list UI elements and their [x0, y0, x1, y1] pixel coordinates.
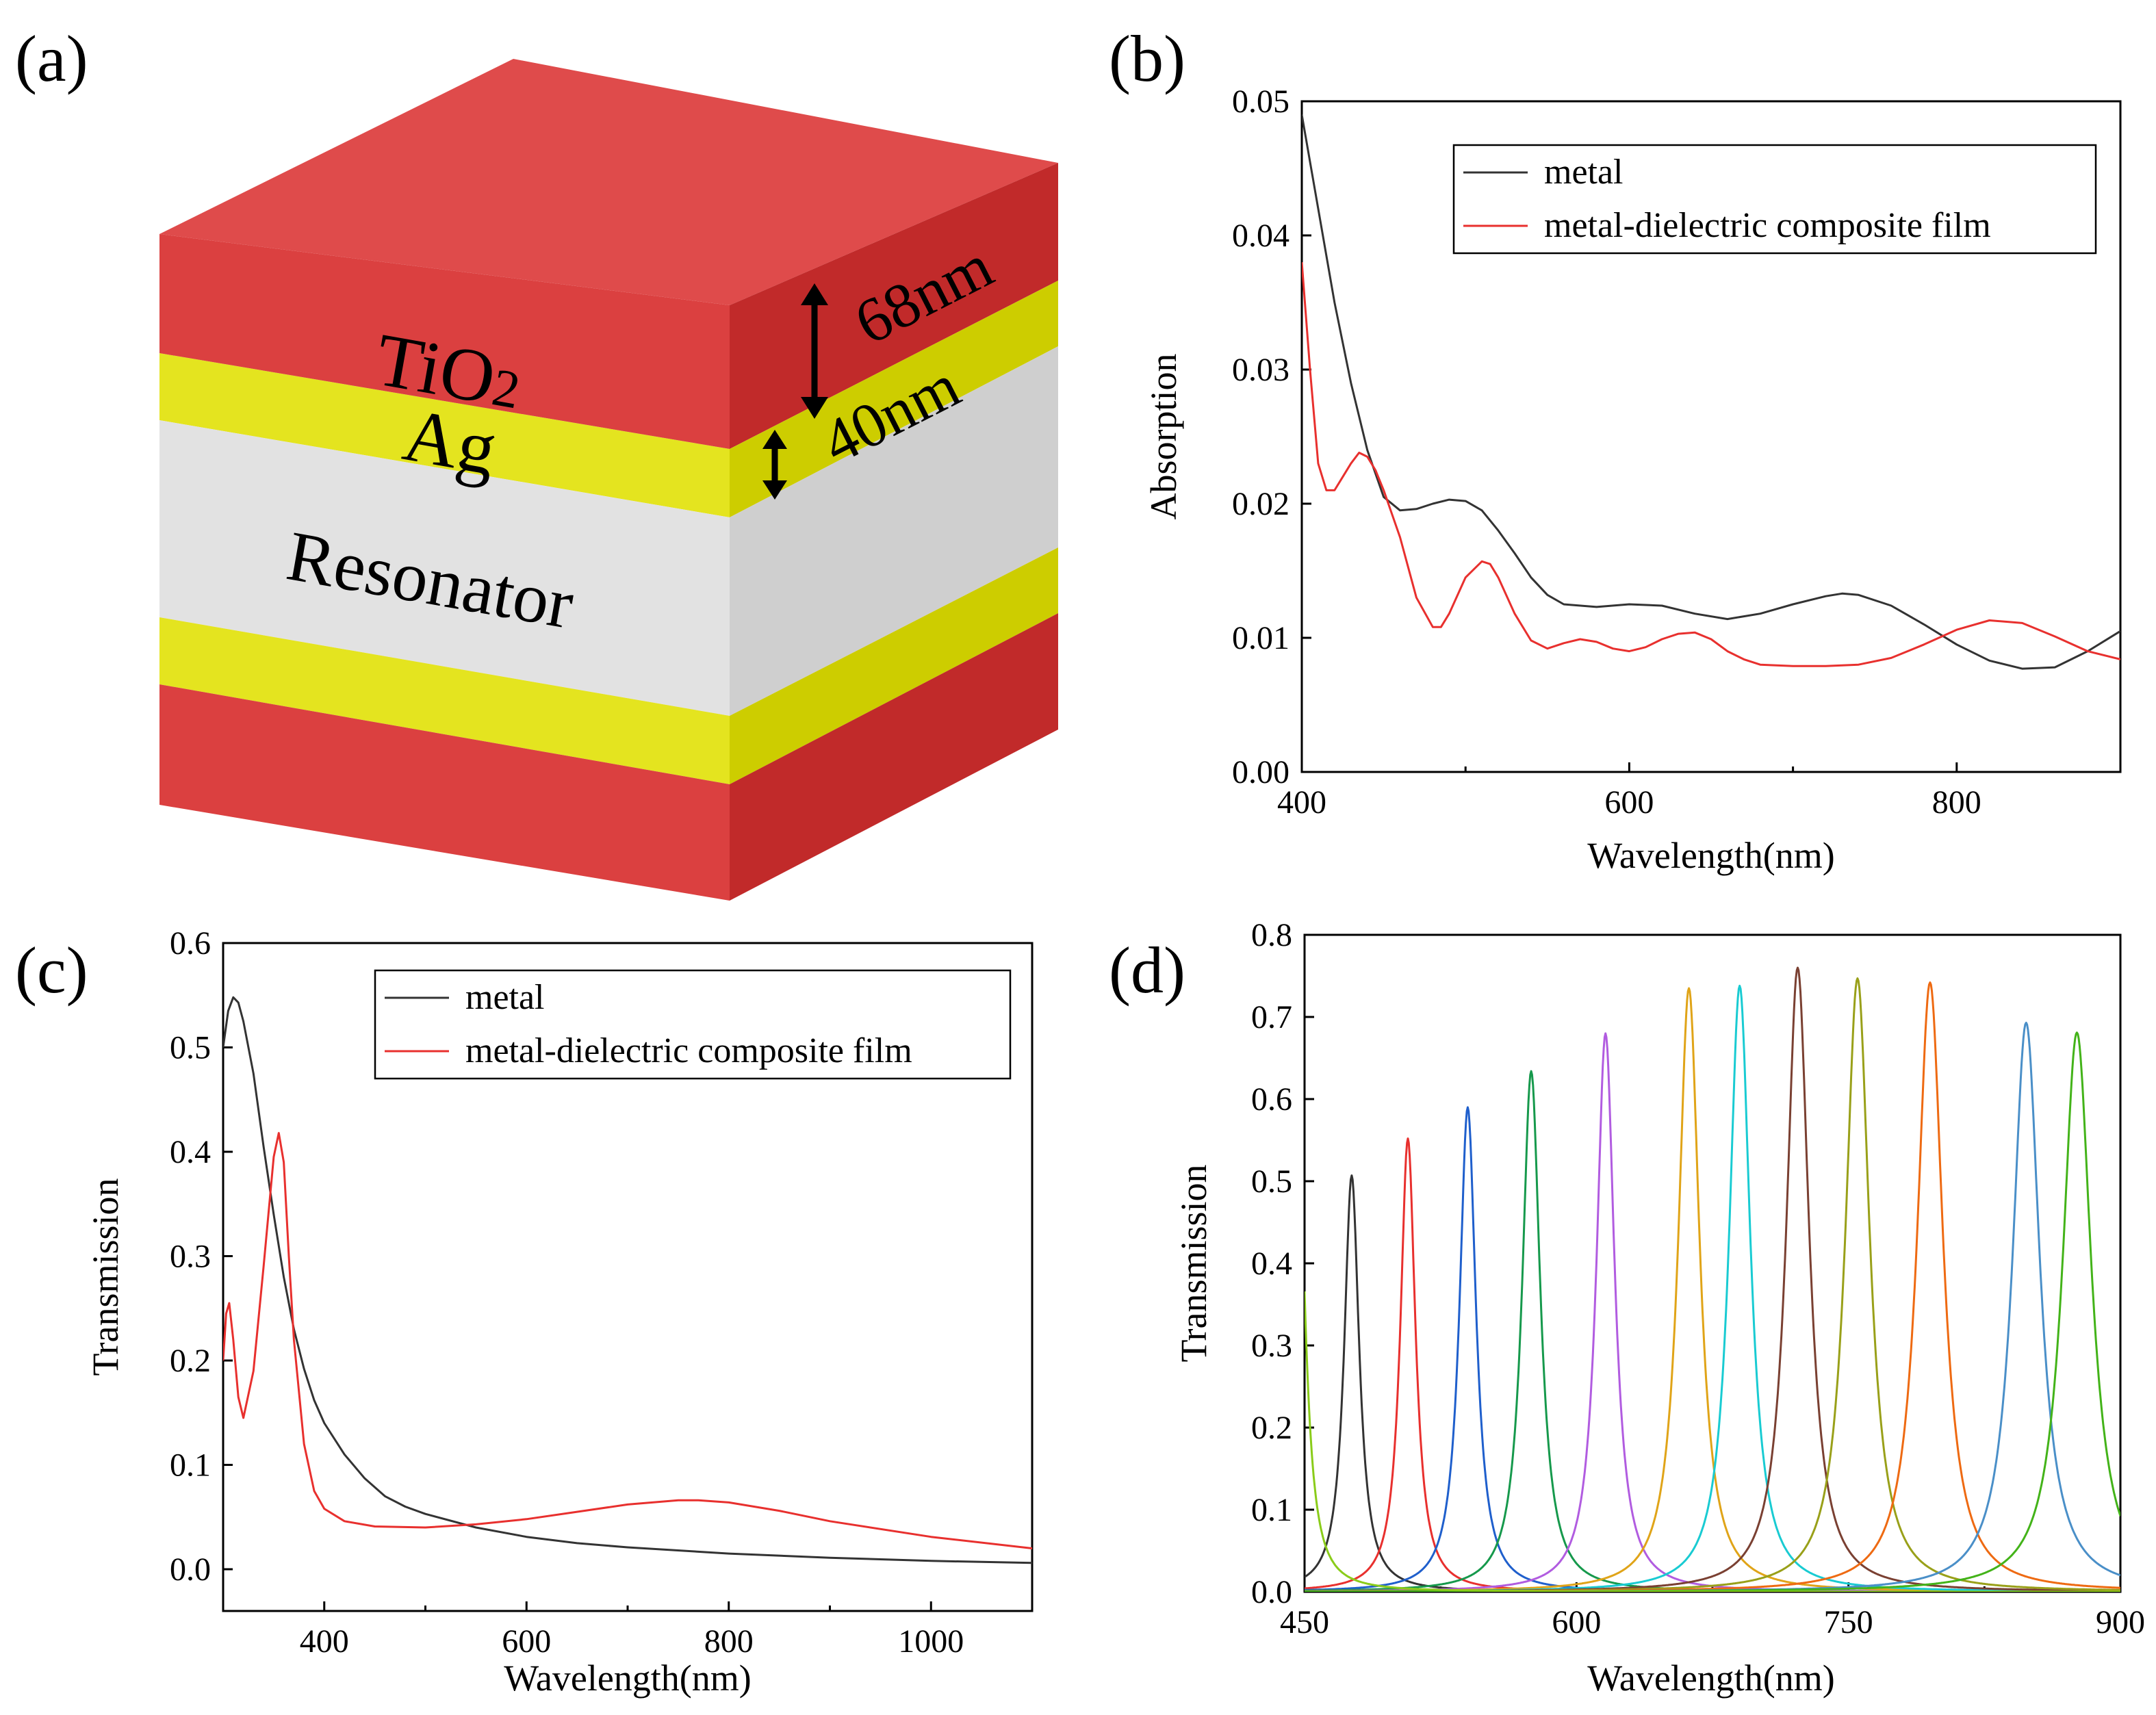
series-line-peak-1: [1305, 1174, 2120, 1592]
y-tick-label: 0.03: [1232, 352, 1289, 388]
series-line-peak-3: [1305, 1106, 2120, 1592]
cube-side-tio2-bottom: [730, 613, 1058, 901]
panel-d-label: (d): [1109, 933, 1185, 1007]
b-legend-label-composite: metal-dielectric composite film: [1544, 206, 1991, 245]
d-ticks: 450 600 750 900 0.0 0.1 0.2 0.3 0.4 0.5 0.6 0.7 0.8: [1251, 917, 2145, 1640]
y-tick-label: 0.0: [170, 1551, 211, 1588]
b-legend-label-metal: metal: [1544, 153, 1624, 192]
cube-front-ag-top: [159, 353, 730, 517]
y-tick-label: 0.2: [1251, 1410, 1292, 1446]
series-line-peak-13: [1305, 1291, 2120, 1592]
x-tick-label: 900: [2096, 1604, 2145, 1640]
panel-b-label: (b): [1109, 22, 1185, 95]
x-tick-label: 450: [1280, 1604, 1329, 1640]
y-tick-label: 0.7: [1251, 999, 1292, 1035]
x-tick-label: 400: [1277, 784, 1326, 821]
series-line-metal: [223, 996, 1032, 1564]
c-ticks: 400 600 800 1000 0.0 0.1 0.2 0.3 0.4 0.5 0.6: [170, 925, 964, 1660]
c-legend-box: [374, 969, 1012, 1080]
cube-side-ag-top: [730, 281, 1058, 517]
cube-front-tio2-upper: [159, 234, 730, 449]
tio2-label: TiO2: [370, 317, 528, 424]
cube-front-tio2-bottom: [159, 684, 730, 901]
series-line-peak-2: [1305, 1137, 2120, 1592]
d-series-group: [1305, 966, 2120, 1592]
y-tick-label: 0.4: [170, 1134, 211, 1170]
x-tick-label: 800: [704, 1623, 754, 1660]
y-tick-label: 0.02: [1232, 486, 1289, 522]
y-tick-label: 0.2: [170, 1343, 211, 1379]
b-y-axis-title: Absorption: [1143, 354, 1184, 520]
c-x-axis-title: Wavelength(nm): [504, 1658, 752, 1699]
x-tick-label: 800: [1932, 784, 1981, 821]
b-legend: metal metal-dielectric composite film: [1452, 144, 2097, 255]
panel-c-transmission-chart: (c) 400 600 800 1000 0.0 0.1 0.2 0.3 0.4 0.5 0.6 W…: [15, 925, 1034, 1699]
y-tick-label: 0.5: [170, 1030, 211, 1066]
cube-front-ag-bottom: [159, 617, 730, 784]
y-tick-label: 0.8: [1251, 917, 1292, 953]
b-ticks: 400 600 800 0.00 0.01 0.02 0.03 0.04 0.05: [1232, 83, 1981, 821]
series-line-metal: [1302, 114, 2120, 670]
ag-label: Ag: [398, 392, 503, 490]
cube-side-resonator: [730, 346, 1058, 716]
b-series-group: [1302, 114, 2120, 670]
b-legend-box: [1452, 144, 2097, 255]
series-line-peak-9: [1305, 977, 2120, 1592]
plot-frame-b: [1300, 100, 2122, 773]
series-line-composite-film: [223, 1132, 1032, 1549]
x-tick-label: 600: [1604, 784, 1654, 821]
dimension-arrow-40nm: [762, 430, 787, 500]
y-tick-label: 0.1: [1251, 1492, 1292, 1528]
y-tick-label: 0.0: [1251, 1574, 1292, 1610]
x-tick-label: 400: [300, 1623, 349, 1660]
y-tick-label: 0.1: [170, 1447, 211, 1484]
y-tick-label: 0.6: [170, 925, 211, 962]
c-legend-label-composite: metal-dielectric composite film: [465, 1031, 912, 1070]
dimension-arrow-68nm: [801, 283, 828, 419]
cube-top-face: [159, 59, 1058, 305]
y-tick-label: 0.5: [1251, 1163, 1292, 1200]
panel-a-cube-diagram: (a) TiO2 Ag Resonator 68nm: [15, 22, 1058, 901]
series-line-composite-film: [1302, 262, 2120, 667]
x-tick-label: 600: [502, 1623, 551, 1660]
c-legend-label-metal: metal: [465, 978, 545, 1017]
y-tick-label: 0.3: [1251, 1328, 1292, 1364]
x-tick-label: 600: [1552, 1604, 1601, 1640]
plot-frame-d: [1303, 933, 2122, 1593]
y-tick-label: 0.04: [1232, 218, 1289, 254]
y-tick-label: 0.00: [1232, 754, 1289, 790]
y-tick-label: 0.01: [1232, 620, 1289, 656]
y-tick-label: 0.6: [1251, 1081, 1292, 1118]
c-series-group: [223, 996, 1032, 1564]
y-tick-label: 0.3: [170, 1239, 211, 1275]
panel-a-label: (a): [15, 22, 88, 95]
d-y-axis-title: Transmission: [1173, 1164, 1214, 1362]
b-x-axis-title: Wavelength(nm): [1587, 835, 1835, 876]
x-tick-label: 750: [1824, 1604, 1873, 1640]
panel-d-transmission-peaks-chart: (d) 450 600 750 900 0.0 0.1 0.2 0.3 0.4 0.5 0.6 0.7…: [1109, 917, 2145, 1699]
panel-b-absorption-chart: (b) 400 600 800 0.00 0.01 0.02 0.03 0.04 0.05 Wa…: [1109, 22, 2122, 876]
x-tick-label: 1000: [898, 1623, 964, 1660]
y-tick-label: 0.4: [1251, 1246, 1292, 1282]
d-x-axis-title: Wavelength(nm): [1587, 1658, 1835, 1699]
c-y-axis-title: Transmission: [85, 1178, 126, 1376]
panel-c-label: (c): [15, 933, 88, 1007]
series-line-peak-8: [1305, 966, 2120, 1592]
cube-side-ag-bottom: [730, 547, 1058, 784]
c-legend: metal metal-dielectric composite film: [374, 969, 1012, 1080]
y-tick-label: 0.05: [1232, 83, 1289, 120]
